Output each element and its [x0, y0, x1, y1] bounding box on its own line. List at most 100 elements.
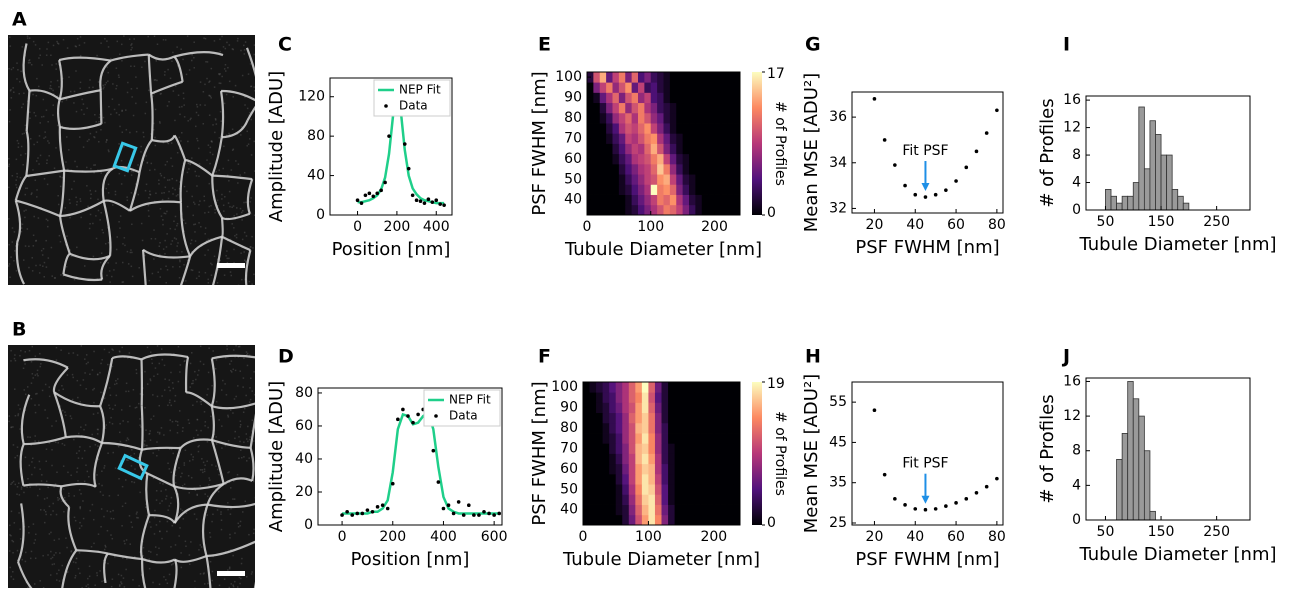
- y-tick-label: 70: [560, 440, 578, 456]
- noise: [201, 546, 203, 548]
- noise: [238, 526, 240, 528]
- noise: [89, 87, 91, 89]
- noise: [112, 578, 114, 580]
- noise: [167, 521, 169, 523]
- noise: [245, 202, 247, 204]
- noise: [21, 227, 23, 229]
- heat-cell: [609, 423, 616, 434]
- noise: [89, 374, 91, 376]
- noise: [178, 346, 180, 348]
- noise: [99, 219, 101, 221]
- noise: [223, 205, 225, 207]
- noise: [39, 122, 41, 124]
- noise: [66, 266, 68, 268]
- noise: [52, 90, 54, 92]
- noise: [152, 363, 154, 365]
- noise: [100, 392, 102, 394]
- noise: [89, 223, 91, 225]
- data-point: [975, 491, 979, 495]
- noise: [237, 38, 239, 40]
- heat-cell: [714, 505, 721, 516]
- noise: [115, 191, 117, 193]
- noise: [47, 487, 49, 489]
- y-tick-label: 45: [829, 434, 847, 450]
- noise: [208, 347, 210, 349]
- noise: [89, 228, 91, 230]
- heat-cell: [635, 454, 642, 465]
- noise: [50, 532, 52, 534]
- noise: [232, 584, 234, 586]
- noise: [183, 518, 185, 520]
- noise: [161, 215, 163, 217]
- noise: [131, 521, 133, 523]
- noise: [204, 493, 206, 495]
- noise: [204, 583, 206, 585]
- y-tick-label: 70: [564, 130, 582, 146]
- data-point: [364, 193, 368, 197]
- y-tick-label: 40: [560, 502, 578, 518]
- noise: [77, 480, 79, 482]
- noise: [20, 71, 22, 73]
- heat-cell: [600, 113, 607, 124]
- heat-cell: [638, 72, 645, 83]
- heat-cell: [714, 423, 721, 434]
- noise: [86, 167, 88, 169]
- heat-cell: [714, 433, 721, 444]
- heat-cell: [587, 82, 594, 93]
- heat-cell: [635, 515, 642, 526]
- noise: [120, 215, 122, 217]
- heat-cell: [664, 144, 671, 155]
- heat-cell: [635, 443, 642, 454]
- noise: [27, 37, 29, 39]
- noise: [176, 195, 178, 197]
- noise: [216, 123, 218, 125]
- heat-cell: [644, 174, 651, 185]
- heat-cell: [715, 72, 722, 83]
- noise: [171, 564, 173, 566]
- noise: [110, 511, 112, 512]
- noise: [15, 184, 17, 186]
- heat-cell: [657, 205, 664, 216]
- noise: [233, 215, 235, 217]
- heat-cell: [603, 464, 610, 475]
- noise: [44, 178, 46, 180]
- noise: [127, 92, 129, 94]
- heat-cell: [590, 454, 597, 465]
- noise: [118, 478, 120, 480]
- noise: [168, 387, 170, 389]
- heat-cell: [702, 123, 709, 134]
- heat-cell: [676, 164, 683, 175]
- noise: [11, 97, 13, 99]
- noise: [100, 42, 102, 44]
- heat-cell: [619, 92, 626, 103]
- noise: [67, 374, 69, 376]
- noise: [184, 484, 186, 486]
- noise: [25, 125, 27, 127]
- noise: [158, 180, 160, 182]
- y-tick-label: 80: [307, 128, 325, 144]
- bar: [1139, 416, 1145, 520]
- noise: [223, 146, 225, 148]
- noise: [135, 103, 137, 105]
- noise: [53, 563, 55, 565]
- heat-cell: [644, 103, 651, 114]
- heat-cell: [622, 392, 629, 403]
- y-tick-label: 16: [1063, 92, 1081, 108]
- noise: [145, 507, 147, 509]
- heat-cell: [629, 402, 636, 413]
- noise: [89, 79, 91, 81]
- noise: [131, 465, 133, 467]
- heat-cell: [632, 205, 639, 216]
- noise: [219, 39, 221, 41]
- y-tick-label: 35: [829, 475, 847, 491]
- heat-cell: [629, 505, 636, 516]
- noise: [39, 488, 41, 490]
- heat-cell: [695, 164, 702, 175]
- heat-cell: [662, 382, 669, 393]
- noise: [12, 87, 14, 89]
- heat-cell: [606, 144, 613, 155]
- noise: [205, 227, 207, 229]
- noise: [120, 581, 122, 583]
- noise: [149, 170, 151, 172]
- noise: [136, 373, 138, 375]
